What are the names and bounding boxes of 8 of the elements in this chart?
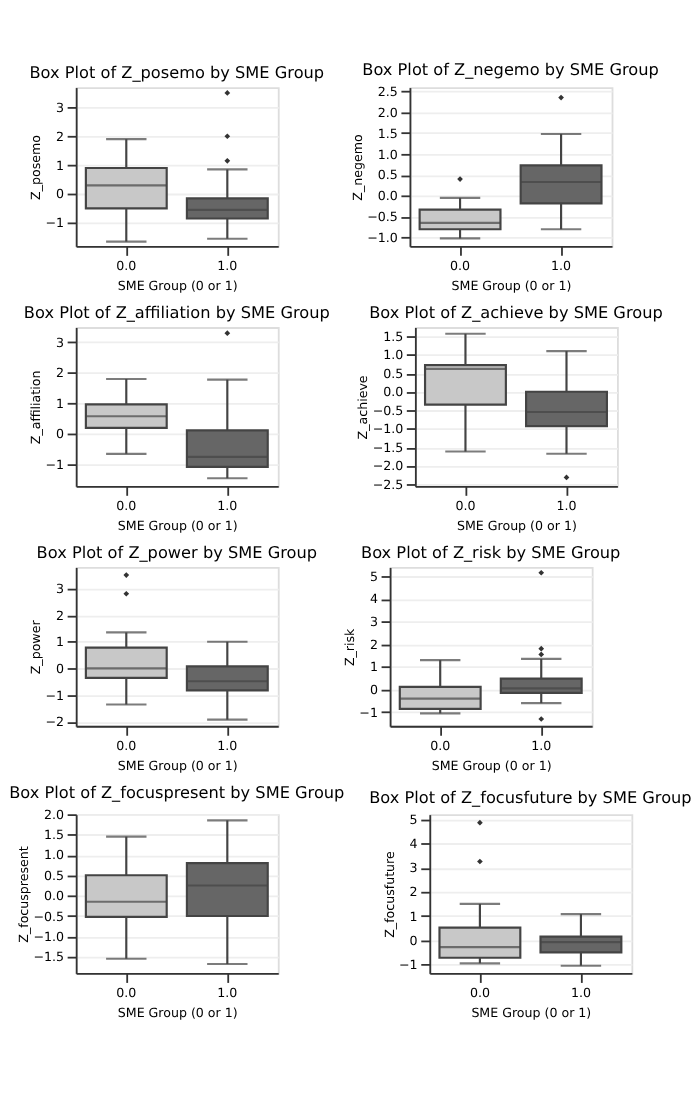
chart-title: Box Plot of Z_affiliation by SME Group [23, 302, 330, 323]
chart-title: Box Plot of Z_posemo by SME Group [29, 62, 325, 83]
chart-title: Box Plot of Z_power by SME Group [36, 542, 318, 563]
chart-title: Box Plot of Z_focusfuture by SME Group [369, 786, 692, 807]
chart-title: Box Plot of Z_achieve by SME Group [369, 302, 663, 323]
chart-title: Box Plot of Z_focuspresent by SME Group [9, 781, 345, 802]
chart-title: Box Plot of Z_negemo by SME Group [362, 59, 659, 80]
chart-title: Box Plot of Z_risk by SME Group [361, 542, 621, 563]
